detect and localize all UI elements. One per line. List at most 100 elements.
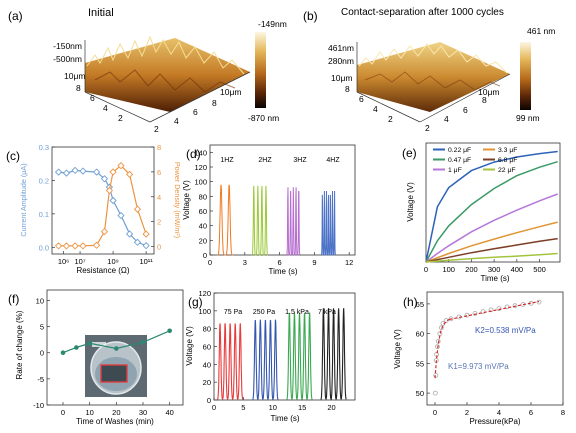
panel-e-series-6 [425, 252, 558, 263]
panel-g-ytick-label: 20 [203, 378, 211, 387]
panel-c-marker [105, 186, 114, 195]
afm-a-y-tick-8: 8 [76, 83, 81, 93]
panel-g-ytick-label: 80 [203, 325, 211, 334]
panel-c-marker [79, 242, 87, 250]
panel-d-ytick-label: 140 [194, 148, 207, 157]
panel-h-ytick-label: 65 [416, 300, 424, 309]
panel-e-legend-label-1: 0.22 μF [448, 147, 471, 154]
panel-c-marker [62, 169, 71, 177]
afm-a-y-tick-4: 4 [103, 103, 108, 113]
afm-b-x-tick-8: 8 [482, 95, 487, 105]
afm-a-y-axis [84, 91, 151, 123]
panel-c-marker [100, 227, 109, 236]
panel-c: (c) 10⁶ 10⁷ 10⁹ 10¹¹ 0.0 0.1 0.2 0.3 0 2 4 6 8 Current… [6, 143, 182, 275]
afm-b-x-tick-2: 2 [425, 123, 430, 133]
panel-c-marker [54, 168, 63, 176]
panel-c-marker [109, 168, 117, 176]
panel-c-xtick-label: 10⁹ [107, 257, 119, 266]
panel-g-label: (g) [188, 295, 203, 309]
panel-f-ytick-label: -5 [37, 375, 44, 384]
panel-d-label: (d) [186, 147, 201, 161]
panel-f-ytick-label: 0 [40, 349, 44, 358]
panel-f-xtick-label: 30 [139, 408, 147, 417]
panel-c-ytick-label: 0.1 [39, 210, 49, 219]
panel-e-xtick-label: 500 [533, 265, 546, 274]
panel-e-ylabel: Voltage (V) [406, 182, 415, 222]
panel-f-marker [114, 346, 119, 351]
afm-b-y-tick-6: 6 [359, 94, 364, 104]
panel-f-xtick-label: 0 [61, 408, 65, 417]
panel-g-trace-3 [286, 312, 313, 400]
panel-g-xtick-label: 5 [241, 403, 245, 412]
panel-c-marker [117, 211, 125, 220]
panel-c-marker [54, 242, 63, 250]
panel-f-ytick-label: 10 [36, 296, 44, 305]
panel-f-ylabel: Rate of change (%) [15, 310, 24, 379]
panel-c-marker [92, 168, 101, 176]
panel-c-frame [51, 146, 155, 255]
panel-c-ytick-label: 0.2 [39, 176, 49, 185]
panel-c-marker [133, 205, 142, 213]
panel-d-ytick-label: 80 [199, 192, 207, 201]
panel-f-inset-photo [85, 335, 147, 397]
panel-c-xtick-label: 10⁶ [58, 257, 69, 266]
afm-b-x-tick-6: 6 [463, 105, 468, 115]
panel-c-marker [92, 241, 101, 249]
panel-h-xtick-label: 8 [561, 408, 565, 417]
panel-c-y2tick-label: 2 [157, 218, 161, 227]
afm-b-z-tick-2: 280nm [328, 56, 354, 66]
colorbar-b-top: 461 nm [527, 26, 555, 36]
panel-c-marker [142, 230, 150, 238]
panel-c-xlabel: Resistance (Ω) [76, 266, 129, 275]
panel-g-ytick-label: 40 [203, 360, 211, 369]
panel-e-series-2 [425, 160, 558, 263]
panel-h-point [432, 390, 438, 396]
afm-a-x-axis [149, 71, 251, 123]
panel-h-xtick-label: 4 [497, 408, 501, 417]
panel-f-xtick-label: 10 [85, 408, 93, 417]
panel-d-xtick-label: 0 [208, 258, 212, 267]
panel-f-frame [46, 289, 184, 406]
afm-surface-a [85, 38, 250, 112]
panel-g-xtick-label: 0 [212, 403, 216, 412]
afm-b-x-axis-label: 10μm [478, 87, 499, 97]
colorbar-b [520, 42, 531, 110]
panel-g-xtick-label: 20 [327, 403, 335, 412]
afm-surface-b [357, 42, 510, 112]
panel-c-marker [79, 167, 87, 175]
panel-h-ytick-label: 50 [416, 389, 424, 398]
panel-h-fit-high [449, 300, 540, 320]
panel-e-xtick-label: 200 [465, 265, 478, 274]
panel-c-marker [100, 175, 109, 183]
panel-c-marker [71, 242, 79, 250]
panel-e-xtick-label: 400 [511, 265, 524, 274]
afm-a-x-tick-4: 4 [174, 116, 179, 126]
panel-d-ytick-label: 60 [199, 207, 207, 216]
afm-b-y-tick-8: 8 [345, 84, 350, 94]
panel-g-group-label-2: 250 Pa [253, 309, 275, 316]
panel-e-legend-label-4: 3.3 μF [498, 147, 517, 154]
panel-g-ylabel: Voltage (V) [185, 326, 194, 366]
panel-c-xtick-label: 10¹¹ [139, 257, 153, 266]
panel-h-ytick-label: 55 [416, 359, 424, 368]
panel-g-ytick-label: 120 [198, 289, 211, 298]
panel-g-group-label-3: 1.5 kPa [285, 309, 309, 316]
afm-b-y-tick-2: 2 [388, 114, 393, 124]
panel-h-ytick-label: 60 [416, 330, 424, 339]
afm-a-x-tick-8: 8 [212, 98, 217, 108]
panel-a: (a) Initial -150nm -500nm 10μm 8 6 4 2 1… [8, 7, 287, 134]
panel-f-ytick-label: -10 [33, 401, 44, 410]
panel-h-xtick-label: 2 [465, 408, 469, 417]
panel-d-group-label-2: 2HZ [258, 157, 272, 164]
panel-d-frame [209, 144, 356, 256]
panel-g-xtick-label: 15 [298, 403, 306, 412]
panel-f-series [62, 330, 170, 354]
panel-h: (h) 0 2 4 6 8 50 55 60 65 Voltage (V) Pressure(kPa)… [393, 291, 565, 426]
panel-c-ylabel: Current Amplitude (μA) [19, 163, 28, 236]
panel-d-trace-1 [217, 184, 234, 256]
panel-c-y2tick-label: 0 [157, 243, 161, 252]
panel-d-ylabel: Voltage (V) [182, 180, 191, 220]
panel-d-ytick-label: 40 [199, 222, 207, 231]
panel-c-label: (c) [6, 149, 20, 163]
